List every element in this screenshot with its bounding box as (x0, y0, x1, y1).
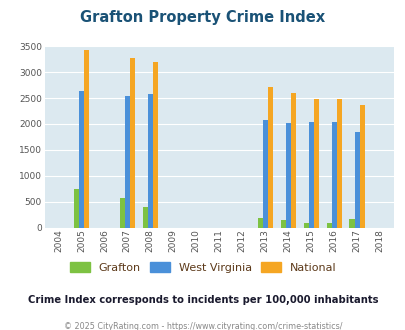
Bar (84, 50, 89, 228)
Bar (331, 122, 336, 228)
Text: Grafton Property Crime Index: Grafton Property Crime Index (80, 10, 325, 25)
Bar (79, 91, 84, 228)
Bar (267, 87, 272, 228)
Bar (354, 132, 359, 228)
Bar (152, 62, 158, 228)
Bar (336, 99, 341, 228)
Bar (326, 222, 331, 228)
Bar (308, 122, 313, 228)
Bar (290, 93, 295, 228)
Bar (257, 218, 262, 228)
Bar (303, 222, 308, 228)
Text: Crime Index corresponds to incidents per 100,000 inhabitants: Crime Index corresponds to incidents per… (28, 295, 377, 305)
Text: © 2025 CityRating.com - https://www.cityrating.com/crime-statistics/: © 2025 CityRating.com - https://www.city… (64, 322, 341, 330)
Bar (124, 96, 130, 228)
Bar (147, 94, 152, 228)
Bar (262, 120, 267, 228)
Bar (130, 58, 134, 228)
Bar (119, 198, 124, 228)
Bar (143, 208, 147, 228)
Bar (285, 123, 290, 228)
Legend: Grafton, West Virginia, National: Grafton, West Virginia, National (65, 258, 340, 278)
Bar (359, 105, 364, 228)
Bar (280, 220, 285, 228)
Bar (313, 99, 318, 228)
Bar (74, 189, 79, 228)
Bar (349, 219, 354, 228)
